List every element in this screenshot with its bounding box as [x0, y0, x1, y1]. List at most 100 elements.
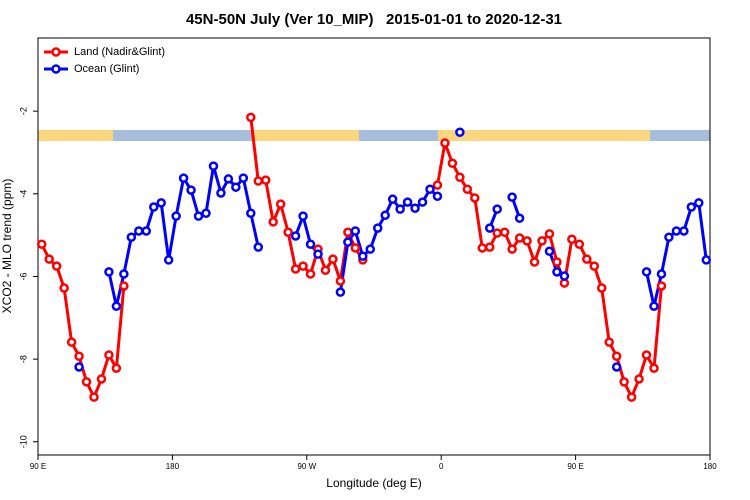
data-point	[305, 239, 316, 249]
data-point	[387, 194, 398, 204]
data-point	[126, 232, 137, 242]
data-point	[611, 362, 622, 372]
data-point	[208, 161, 219, 171]
data-point	[275, 199, 286, 209]
data-point	[298, 261, 308, 271]
data-point	[290, 264, 301, 274]
y-tick-label: -8	[18, 355, 28, 363]
data-point	[178, 173, 189, 183]
data-point	[582, 254, 592, 264]
data-point	[313, 249, 323, 259]
data-point	[156, 198, 166, 208]
y-tick-label: -2	[18, 107, 28, 115]
data-point	[522, 236, 532, 246]
data-point	[574, 239, 585, 249]
data-point	[305, 269, 316, 279]
data-point	[171, 211, 181, 221]
data-point	[626, 392, 637, 402]
data-point	[470, 193, 480, 203]
data-point	[432, 180, 443, 190]
data-point	[649, 363, 659, 373]
data-point	[283, 227, 293, 237]
y-tick-label: -6	[18, 272, 28, 280]
data-point	[372, 223, 383, 233]
data-point	[380, 210, 390, 221]
y-tick-label: -10	[18, 435, 28, 448]
data-point	[59, 283, 69, 293]
data-point	[290, 231, 301, 241]
data-point	[335, 287, 346, 297]
data-point	[238, 173, 249, 183]
data-point	[223, 174, 234, 184]
data-point	[649, 301, 659, 311]
data-point	[447, 158, 458, 168]
data-point	[477, 243, 488, 253]
data-point	[552, 267, 562, 277]
x-tick-label: 180	[703, 462, 717, 471]
data-point	[664, 232, 674, 242]
y-tick-label: -4	[18, 190, 28, 198]
data-point	[134, 226, 144, 236]
data-point	[74, 351, 84, 361]
data-point	[231, 182, 241, 192]
data-point	[656, 269, 667, 279]
data-point	[589, 261, 600, 271]
data-point	[425, 184, 435, 195]
data-point	[148, 202, 159, 212]
data-point	[484, 242, 495, 252]
data-point	[641, 267, 652, 277]
data-point	[596, 283, 607, 293]
x-tick-label: 90 W	[297, 462, 316, 471]
data-point	[537, 236, 547, 246]
y-axis-label: XCO2 - MLO trend (ppm)	[0, 179, 14, 314]
data-point	[484, 223, 495, 233]
data-point	[656, 281, 667, 291]
legend-label: Land (Nadir&Glint)	[74, 46, 165, 58]
data-point	[96, 374, 107, 384]
data-point	[358, 251, 368, 261]
data-point	[455, 127, 465, 137]
data-point	[604, 337, 614, 347]
data-point	[343, 227, 353, 237]
land-ocean-band	[38, 130, 710, 141]
data-point	[350, 226, 361, 236]
data-point	[350, 243, 361, 253]
data-point	[253, 242, 264, 252]
x-tick-label: 0	[439, 462, 444, 471]
data-point	[343, 237, 353, 247]
data-point	[694, 198, 704, 208]
data-point	[163, 255, 174, 265]
data-point	[320, 265, 331, 276]
data-point	[298, 211, 308, 221]
data-point	[119, 281, 129, 291]
data-point	[671, 226, 682, 236]
data-point	[544, 229, 555, 239]
data-point	[611, 351, 622, 361]
land-band	[254, 130, 359, 141]
data-point	[111, 301, 122, 311]
data-point	[51, 261, 62, 271]
data-point	[253, 176, 264, 186]
legend-marker	[51, 64, 61, 74]
chart-title: 45N-50N July (Ver 10_MIP) 2015-01-01 to …	[186, 11, 562, 28]
data-point	[111, 363, 122, 373]
x-axis-label: Longitude (deg E)	[326, 476, 421, 490]
data-point	[417, 197, 428, 207]
data-point	[193, 211, 204, 221]
data-point	[455, 172, 465, 183]
data-point	[410, 203, 420, 214]
data-point	[514, 213, 525, 223]
data-point	[529, 257, 540, 267]
x-tick-label: 90 E	[567, 462, 583, 471]
land-band	[38, 130, 113, 141]
data-point	[440, 138, 450, 148]
data-point	[74, 362, 84, 372]
data-point	[141, 226, 152, 236]
data-point	[119, 269, 129, 279]
data-point	[36, 239, 47, 249]
data-point	[679, 226, 689, 236]
land-band	[438, 130, 650, 141]
series-line	[40, 117, 663, 399]
x-tick-label: 90 E	[30, 462, 46, 471]
